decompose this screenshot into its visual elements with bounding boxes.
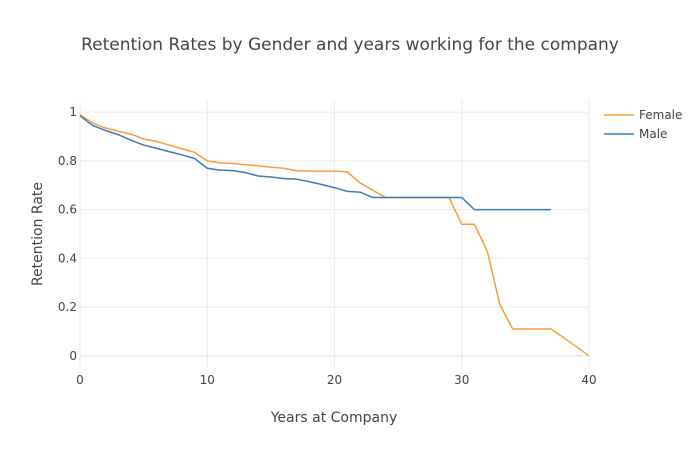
y-tick-label: 0.6	[58, 203, 77, 217]
y-tick-label: 0.4	[58, 251, 77, 265]
x-tick-label: 40	[581, 373, 596, 387]
x-tick-label: 30	[454, 373, 469, 387]
x-tick-label: 20	[327, 373, 342, 387]
y-tick-label: 0.8	[58, 154, 77, 168]
x-axis-title: Years at Company	[270, 410, 398, 426]
chart-title: Retention Rates by Gender and years work…	[81, 35, 619, 55]
y-tick-label: 0.2	[58, 300, 77, 314]
series-line-male[interactable]	[79, 115, 551, 211]
y-axis-title: Retention Rate	[30, 182, 46, 286]
y-tick-label: 1	[69, 105, 77, 119]
legend-label: Male	[639, 127, 667, 141]
legend-item-male[interactable]: Male	[604, 127, 667, 141]
legend[interactable]: Female Male	[604, 108, 682, 141]
series-lines	[79, 113, 590, 357]
x-tick-label: 10	[200, 373, 215, 387]
series-line-female[interactable]	[79, 113, 590, 357]
axis-ticks: 0 10 20 30 40 0 0.2 0.4 0.6 0.8 1	[58, 105, 597, 387]
y-tick-label: 0	[69, 349, 77, 363]
legend-label: Female	[639, 108, 682, 122]
legend-item-female[interactable]: Female	[604, 108, 682, 122]
x-tick-label: 0	[76, 373, 84, 387]
